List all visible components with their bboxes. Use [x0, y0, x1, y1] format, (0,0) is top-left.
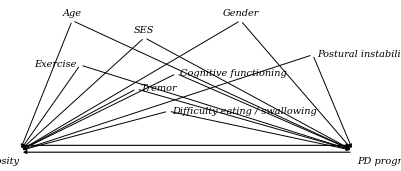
Text: Age: Age	[63, 9, 82, 18]
Text: Adiposity: Adiposity	[0, 157, 20, 166]
Text: Postural instability: Postural instability	[317, 50, 401, 59]
Text: SES: SES	[134, 26, 154, 35]
Text: PD progression: PD progression	[357, 157, 401, 166]
Text: Difficulty eating / swallowing: Difficulty eating / swallowing	[172, 107, 317, 116]
Text: Tremor: Tremor	[140, 84, 177, 93]
Text: Cognitive functioning: Cognitive functioning	[180, 69, 287, 78]
Text: Gender: Gender	[223, 9, 259, 18]
Text: Exercise: Exercise	[34, 61, 76, 69]
